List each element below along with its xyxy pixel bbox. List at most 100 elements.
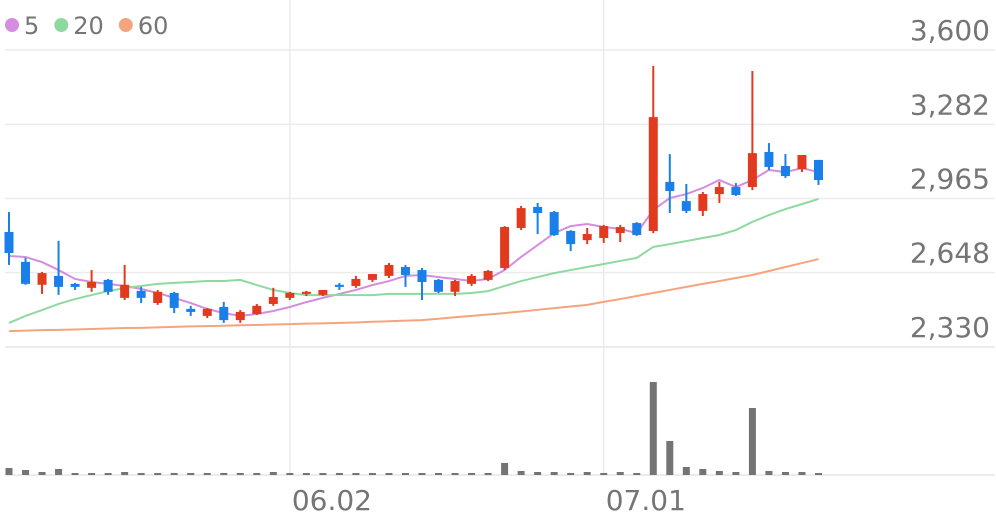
y-tick-label: 2,965	[910, 163, 990, 196]
volume-bar	[748, 408, 756, 475]
candle-body	[582, 234, 592, 241]
volume-bar	[38, 472, 46, 475]
candle-body	[615, 227, 625, 234]
volume-bar	[534, 472, 542, 475]
candle-body	[780, 165, 790, 177]
candle-body	[54, 275, 64, 287]
volume-bar	[451, 473, 459, 475]
candle-body	[136, 290, 146, 298]
volume-bar	[435, 473, 443, 475]
volume-bar	[269, 472, 277, 475]
volume-bar	[517, 471, 525, 475]
candle-body	[698, 194, 708, 211]
volume-bar	[484, 473, 492, 475]
candle-body	[566, 231, 576, 245]
candle-body	[797, 155, 807, 170]
candle-body	[186, 308, 196, 312]
volume-bar	[699, 469, 707, 475]
volume-bar	[682, 467, 690, 475]
candle-body	[268, 296, 278, 304]
candle-body	[681, 201, 691, 211]
legend-label: 5	[24, 12, 39, 40]
volume-bar	[286, 473, 294, 475]
volume-bar	[71, 473, 79, 475]
volume-bar	[55, 469, 63, 475]
y-tick-label: 3,282	[910, 88, 990, 121]
y-tick-label: 2,648	[910, 237, 990, 270]
volume-bar	[616, 472, 624, 475]
candle-body	[417, 270, 427, 282]
moving-average-line	[8, 167, 819, 317]
volume-bar	[203, 473, 211, 475]
volume-bar	[715, 471, 723, 475]
candle-body	[252, 305, 262, 315]
candle-body	[714, 187, 724, 195]
volume-bar	[666, 441, 674, 475]
candle-body	[665, 181, 675, 192]
volume-bar	[352, 473, 360, 475]
x-tick-label: 06.02	[292, 484, 372, 517]
volume-bar	[104, 473, 112, 475]
volume-bar	[765, 471, 773, 475]
volume-bar	[154, 473, 162, 475]
volume-bar	[401, 473, 409, 475]
candle-body	[747, 153, 757, 188]
candle-body	[434, 279, 444, 292]
volume-bar	[22, 470, 30, 475]
candle-body	[37, 273, 47, 285]
candle-body	[384, 264, 394, 276]
candle-body	[301, 291, 311, 294]
volume-bar	[319, 473, 327, 475]
volume-bar	[121, 472, 129, 475]
volume-bar	[501, 463, 509, 475]
volume-bar	[418, 473, 426, 475]
volume-bar	[302, 473, 310, 475]
candle-body	[235, 311, 245, 321]
candle-body	[450, 281, 460, 292]
candle-body	[21, 261, 31, 284]
volume-bar	[236, 473, 244, 475]
volume-bar	[137, 473, 145, 475]
volume-bar	[88, 473, 96, 475]
volume-bar	[468, 473, 476, 475]
volume-bar	[5, 468, 13, 475]
candle-body	[87, 281, 97, 288]
candle-body	[648, 117, 658, 232]
volume-bar	[335, 473, 343, 475]
candle-body	[120, 284, 130, 298]
volume-bar	[583, 472, 591, 475]
legend-marker	[54, 18, 69, 32]
candle-body	[103, 279, 113, 292]
candle-body	[334, 284, 344, 287]
volume-bar	[567, 473, 575, 475]
candle-body	[367, 274, 377, 280]
candle-body	[467, 275, 477, 284]
volume-bar	[170, 473, 178, 475]
candle-body	[219, 307, 229, 321]
moving-average-line	[8, 258, 819, 333]
x-tick-label: 07.01	[606, 484, 686, 517]
y-tick-label: 3,600	[910, 14, 990, 47]
candle-body	[813, 159, 823, 181]
volume-bar	[781, 472, 789, 475]
volume-bar	[253, 473, 261, 475]
candle-body	[169, 292, 179, 308]
moving-average-line	[8, 198, 819, 324]
volume-bar	[633, 473, 641, 475]
candle-body	[533, 206, 543, 213]
candle-body	[318, 289, 328, 295]
y-tick-label: 2,330	[910, 311, 990, 344]
candle-body	[764, 151, 774, 167]
legend-label: 60	[138, 12, 169, 40]
volume-bar	[550, 472, 558, 475]
volume-bar	[600, 473, 608, 475]
candle-body	[400, 267, 410, 275]
volume-bar	[798, 472, 806, 475]
candle-body	[351, 278, 361, 286]
legend-marker	[118, 18, 133, 32]
legend-marker	[5, 18, 19, 32]
candle-body	[731, 187, 741, 195]
legend-label: 20	[73, 12, 104, 40]
volume-bar	[814, 473, 822, 475]
